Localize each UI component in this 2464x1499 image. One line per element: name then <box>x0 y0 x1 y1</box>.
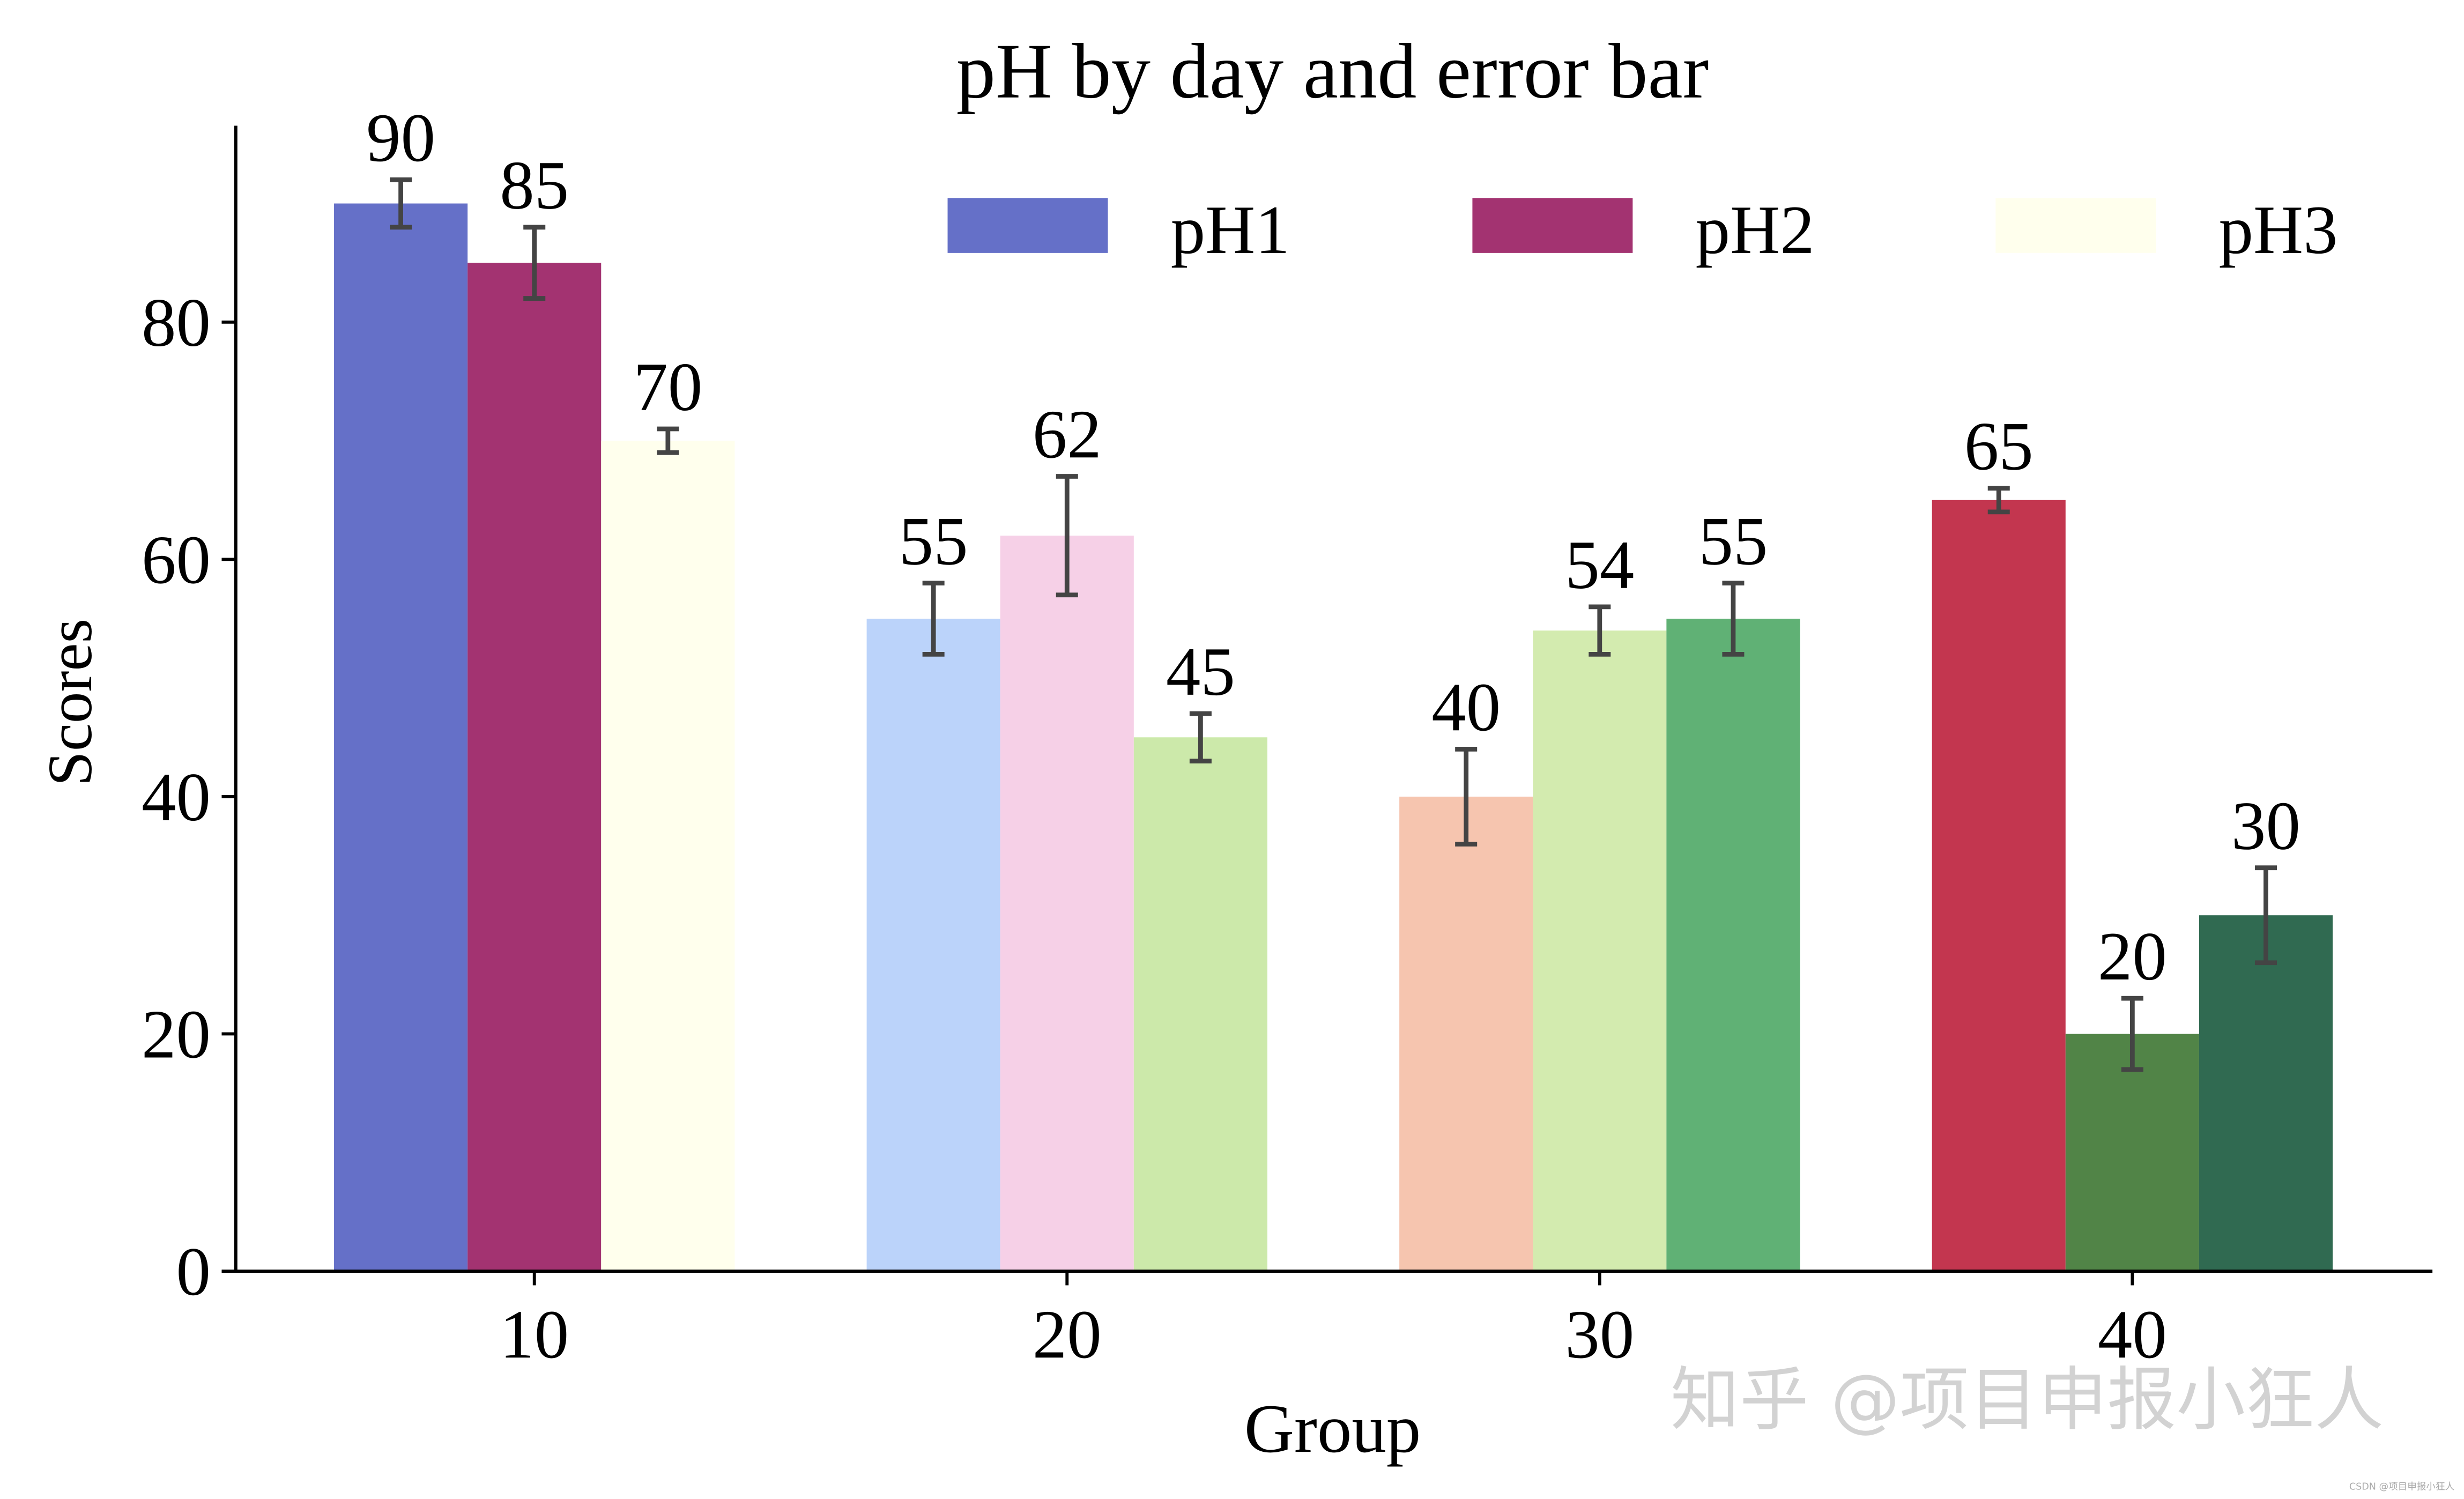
error-bar <box>1589 604 1611 657</box>
small-watermark: CSDN @项目申报小狂人 <box>2349 1481 2454 1492</box>
error-bar <box>1455 747 1478 847</box>
legend-swatch-pH1 <box>947 198 1108 253</box>
watermark: 知乎 @项目申报小狂人 <box>1671 1360 2384 1440</box>
data-label: 90 <box>366 99 435 176</box>
x-tick-label: 40 <box>2098 1296 2167 1372</box>
bar-pH1-20 <box>866 619 1000 1272</box>
chart-title: pH by day and error bar <box>956 27 1709 115</box>
legend: pH1 pH2 pH3 <box>947 191 2338 268</box>
data-label: 70 <box>633 348 702 425</box>
y-tick-label: 60 <box>142 521 211 598</box>
x-tick-label: 10 <box>500 1296 569 1372</box>
data-label: 30 <box>2231 788 2300 864</box>
x-tick-label: 20 <box>1033 1296 1102 1372</box>
y-tick-label: 0 <box>176 1233 210 1310</box>
legend-swatch-pH2 <box>1472 198 1633 253</box>
data-label: 85 <box>500 147 569 224</box>
bar-pH1-10 <box>334 203 468 1272</box>
data-label: 20 <box>2098 918 2167 995</box>
bar-pH3-10 <box>601 441 735 1272</box>
error-bar <box>1987 486 2010 515</box>
error-bar <box>390 177 412 230</box>
data-label: 65 <box>1964 407 2033 484</box>
y-tick-label: 80 <box>142 284 211 361</box>
error-bar <box>2254 865 2277 966</box>
error-bar <box>922 581 945 657</box>
bar-pH2-40 <box>2065 1034 2199 1272</box>
y-tick-label: 20 <box>142 996 211 1072</box>
error-bar <box>1056 474 1078 598</box>
legend-label: pH2 <box>1696 191 1815 268</box>
bar-pH3-20 <box>1133 737 1267 1272</box>
legend-label: pH3 <box>2219 191 2338 268</box>
bar-pH2-20 <box>1000 536 1134 1272</box>
y-tick-label: 40 <box>142 759 211 835</box>
bar-pH1-40 <box>1932 500 2066 1272</box>
error-bar <box>2121 996 2143 1072</box>
bar-pH3-40 <box>2199 915 2333 1272</box>
x-axis-label: Group <box>1244 1390 1421 1467</box>
bar-pH2-10 <box>467 263 602 1272</box>
error-bar <box>523 225 546 301</box>
error-bar <box>1722 581 1745 657</box>
data-label: 55 <box>899 502 968 579</box>
data-label: 54 <box>1565 526 1634 603</box>
bar-pH3-30 <box>1666 619 1800 1272</box>
data-label: 40 <box>1431 669 1501 745</box>
error-bar <box>657 426 679 455</box>
bar-pH2-30 <box>1533 630 1667 1272</box>
bar-pH1-30 <box>1399 796 1533 1272</box>
data-label: 62 <box>1033 396 1102 472</box>
data-label: 55 <box>1698 502 1768 579</box>
legend-label: pH1 <box>1171 191 1290 268</box>
error-bar <box>1189 711 1212 763</box>
y-axis-label: Scores <box>36 619 105 786</box>
legend-swatch-pH3 <box>1995 198 2156 253</box>
x-tick-label: 30 <box>1565 1296 1634 1372</box>
data-label: 45 <box>1166 633 1235 710</box>
